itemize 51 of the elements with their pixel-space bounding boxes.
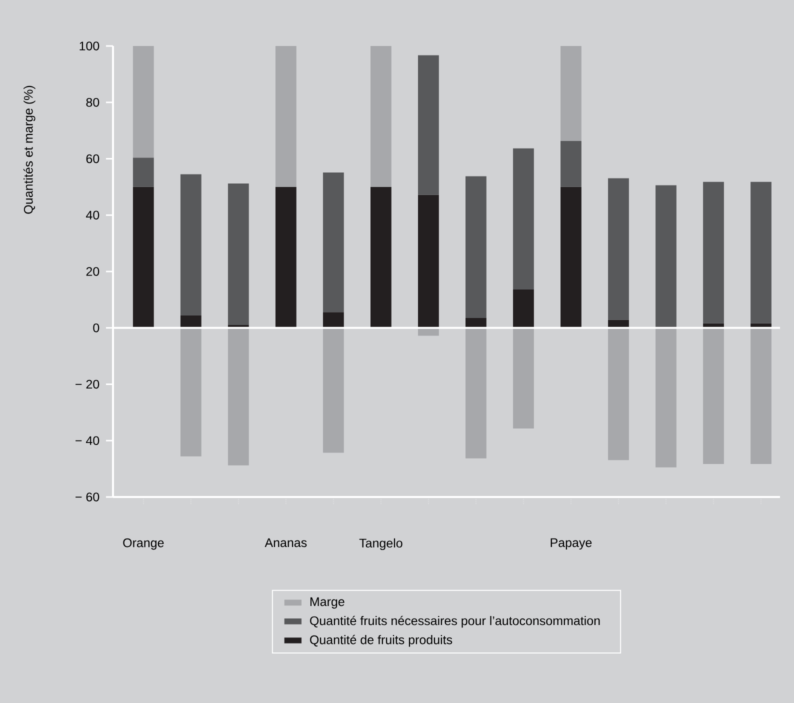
x-tick-label: Orange [123,538,164,550]
bar [132,186,154,328]
bar [180,328,202,456]
legend-label: Marge [310,597,344,609]
bar [750,182,772,324]
x-tick-label: Papaye [550,538,592,550]
bar [513,290,534,328]
bar [466,318,486,328]
bar [180,315,202,328]
bar [703,182,724,324]
y-tick-label: 80 [86,98,100,107]
bar [228,184,249,326]
bar [370,46,392,187]
y-tick-label: 100 [80,42,100,50]
bar [656,185,676,328]
legend-label: Quantité fruits nécessaires pour l’autoconsommation [310,616,600,628]
y-tick-label: 60 [86,154,100,164]
bar [608,328,629,460]
bar [132,46,154,158]
bar [750,328,772,464]
y-axis-title: Quantités et marge (%) [23,86,36,214]
y-tick-label: 40 [86,210,100,220]
y-tick-label: − 60 [76,492,100,502]
bar [466,176,486,318]
bar [322,312,344,328]
y-tick-label: − 20 [76,380,100,389]
bar [322,328,344,453]
bar [275,186,296,328]
bar [560,46,582,141]
bar [560,140,582,187]
bar [370,186,392,328]
bar [418,55,439,195]
bar [418,194,439,328]
bar [132,158,154,187]
bar [466,328,486,458]
bar [608,178,629,320]
bar [513,148,534,290]
bar [560,186,582,328]
y-tick-label: 0 [93,323,100,332]
bar [275,46,296,187]
bar [322,172,344,312]
x-tick-label: Tangelo [359,538,402,550]
bar [513,328,534,429]
legend-label: Quantité de fruits produits [310,634,452,647]
bar [180,174,202,316]
y-tick-label: − 40 [76,436,100,446]
bar [656,328,676,468]
y-tick-label: 20 [86,267,100,276]
bar [228,328,249,466]
x-tick-label: Ananas [264,538,307,548]
bar [703,328,724,464]
